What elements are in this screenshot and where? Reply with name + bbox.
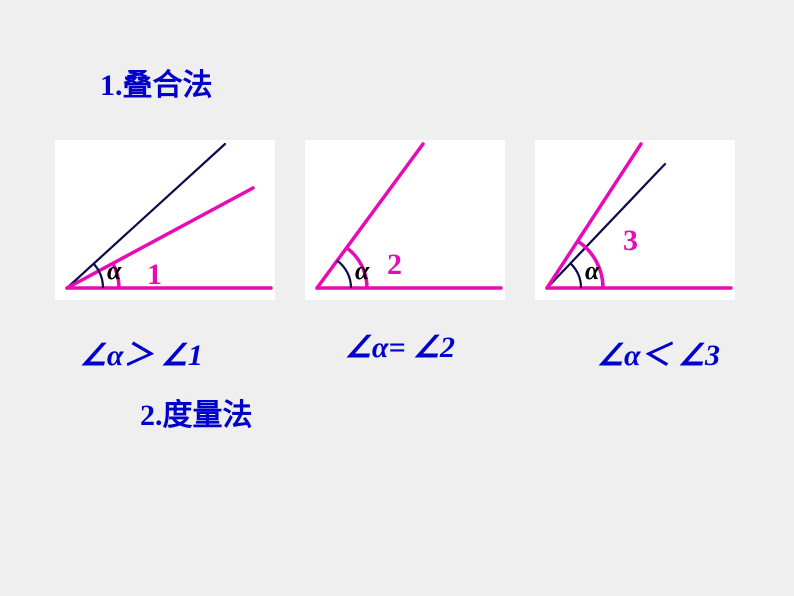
angle-panel-3: α3: [535, 140, 735, 300]
angle-number-label: 1: [147, 258, 162, 292]
method1-text: 1.叠合法: [100, 69, 213, 102]
angle-panel-2: α2: [305, 140, 505, 300]
angle-number-label: 2: [387, 248, 402, 282]
angle-diagram-svg: [55, 140, 275, 300]
alpha-label: α: [585, 256, 599, 286]
angle-diagram-svg: [535, 140, 735, 300]
angle-diagram-svg: [305, 140, 505, 300]
comparison-3: ∠α＜ ∠3: [597, 330, 720, 374]
angle-panel-1: α1: [55, 140, 275, 300]
alpha-label: α: [107, 256, 121, 286]
method2-heading: 2.度量法: [140, 390, 253, 434]
method1-heading: 1.叠合法: [100, 60, 213, 104]
comparison-1: ∠α＞ ∠1: [80, 330, 203, 374]
comparison-row: ∠α＞ ∠1 ∠α= ∠2 ∠α＜ ∠3: [80, 330, 720, 374]
method2-text: 2.度量法: [140, 399, 253, 432]
alpha-label: α: [355, 256, 369, 286]
diagram-row: α1α2α3: [55, 140, 735, 300]
comparison-2: ∠α= ∠2: [345, 330, 455, 374]
angle-number-label: 3: [623, 224, 638, 258]
